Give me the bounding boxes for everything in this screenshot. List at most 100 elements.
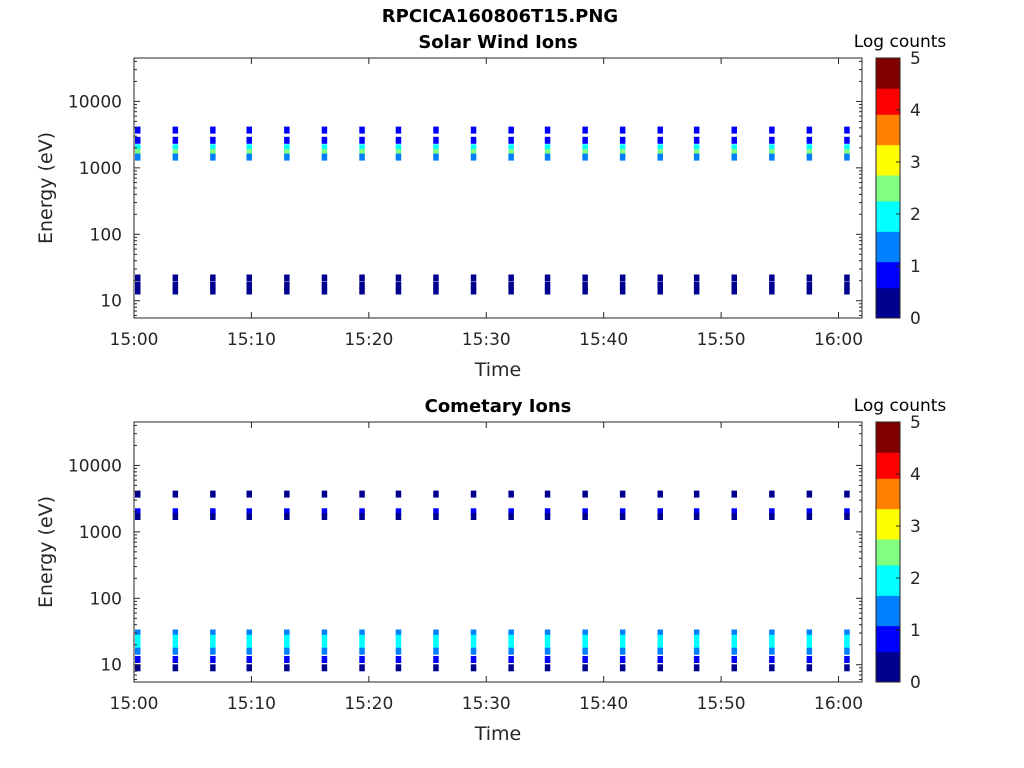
data-cell xyxy=(433,634,439,642)
plot-area: 15:00 15:10 15:20 15:30 15:40 15:50 16:0010100… xyxy=(35,396,946,745)
data-cell xyxy=(172,153,179,161)
colorbar-tick-label: 4 xyxy=(910,465,921,485)
colorbar-segment xyxy=(876,482,900,488)
colorbar-segment xyxy=(876,231,900,237)
data-cell xyxy=(246,647,252,655)
data-cell xyxy=(470,634,477,642)
data-cell xyxy=(470,656,477,663)
data-cell xyxy=(210,144,216,152)
data-cell xyxy=(284,126,290,134)
data-cell xyxy=(135,634,141,642)
colorbar-segment xyxy=(876,608,900,614)
data-cell xyxy=(246,634,252,642)
data-cell xyxy=(582,149,588,156)
y-tick-label: 10 xyxy=(100,292,122,312)
colorbar-segment xyxy=(876,110,900,115)
data-cell xyxy=(769,634,775,642)
data-cell xyxy=(769,664,775,672)
data-cell xyxy=(657,664,663,672)
data-cell xyxy=(544,136,551,144)
data-cell xyxy=(135,281,141,289)
x-tick-label: 15:10 xyxy=(227,330,276,350)
data-cell xyxy=(135,656,141,663)
data-cell xyxy=(359,634,365,642)
data-cell xyxy=(582,656,588,663)
data-cell xyxy=(657,647,663,655)
data-cell xyxy=(844,664,850,672)
colorbar-segment xyxy=(876,443,900,449)
data-cell xyxy=(246,641,252,649)
data-cell xyxy=(844,629,850,637)
colorbar-segment xyxy=(876,552,900,557)
colorbar-segment xyxy=(876,127,900,133)
y-tick-label: 10000 xyxy=(68,92,122,112)
colorbar-segment xyxy=(876,495,900,501)
data-cell xyxy=(359,641,365,649)
colorbar-frame xyxy=(875,421,901,683)
data-cell xyxy=(582,629,588,637)
data-cell xyxy=(470,490,477,498)
data-cell xyxy=(844,513,850,520)
data-cell xyxy=(284,136,290,144)
data-cell xyxy=(470,513,477,520)
colorbar-tick-label: 0 xyxy=(910,673,921,693)
colorbar-tick-label: 1 xyxy=(910,621,921,641)
colorbar-segment xyxy=(876,209,900,215)
data-cell xyxy=(395,664,402,672)
x-tick-label: 16:00 xyxy=(814,330,863,350)
data-cell xyxy=(210,136,216,144)
data-cell xyxy=(731,490,737,498)
colorbar-segment xyxy=(876,469,900,475)
data-cell xyxy=(359,508,365,516)
data-cell xyxy=(210,490,216,498)
colorbar-segment xyxy=(876,448,900,453)
data-cell xyxy=(657,287,663,295)
colorbar-segment xyxy=(876,638,900,644)
data-cell xyxy=(657,513,663,520)
data-cell xyxy=(359,274,365,282)
data-cell xyxy=(731,641,737,649)
data-cell xyxy=(806,508,813,516)
data-cell xyxy=(135,144,141,152)
colorbar-segment xyxy=(876,183,900,189)
data-cell xyxy=(544,513,551,520)
data-cell xyxy=(210,513,216,520)
data-cell xyxy=(284,656,290,663)
data-cell xyxy=(433,153,439,161)
data-cell xyxy=(210,647,216,655)
data-cell xyxy=(433,274,439,282)
data-cell xyxy=(508,136,514,144)
data-cell xyxy=(321,629,328,637)
colorbar-segment xyxy=(876,101,900,107)
data-cell xyxy=(246,508,252,516)
data-cell xyxy=(619,490,626,498)
data-cell xyxy=(769,656,775,663)
colorbar-segment xyxy=(876,651,900,657)
data-cell xyxy=(321,490,328,498)
data-cell xyxy=(284,274,290,282)
data-cell xyxy=(284,149,290,156)
data-cell xyxy=(582,508,588,516)
colorbar-segment xyxy=(876,118,900,124)
data-cell xyxy=(470,641,477,649)
colorbar-segment xyxy=(876,461,900,466)
data-cell xyxy=(321,281,328,289)
colorbar-segment xyxy=(876,513,900,518)
colorbar-segment xyxy=(876,647,900,653)
data-cell xyxy=(619,629,626,637)
data-cell xyxy=(657,641,663,649)
data-cell xyxy=(806,136,813,144)
data-cell xyxy=(693,513,700,520)
data-cell xyxy=(544,153,551,161)
data-cell xyxy=(172,490,179,498)
colorbar-label: Log counts xyxy=(854,32,947,52)
data-cell xyxy=(731,664,737,672)
data-cell xyxy=(657,490,663,498)
data-cell xyxy=(433,508,439,516)
data-cell xyxy=(619,508,626,516)
x-tick-label: 15:50 xyxy=(697,694,746,714)
data-cell xyxy=(657,508,663,516)
data-cell xyxy=(657,149,663,156)
data-cell xyxy=(395,656,402,663)
data-cell xyxy=(693,490,700,498)
